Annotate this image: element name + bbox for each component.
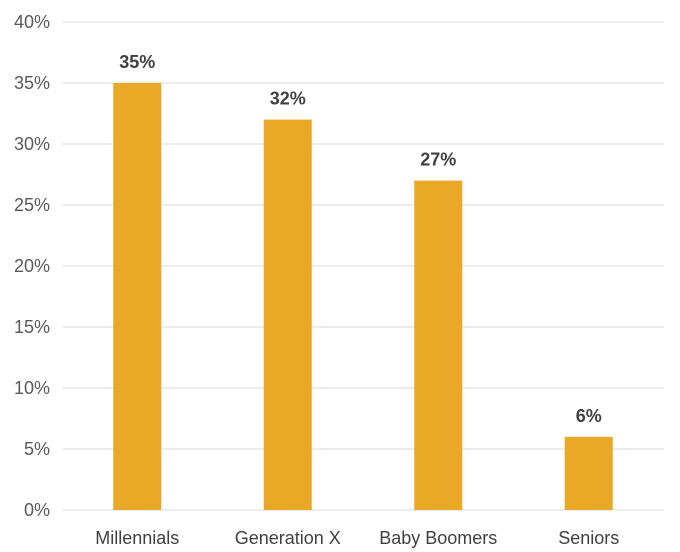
y-tick-label: 0% bbox=[24, 500, 50, 520]
data-label: 6% bbox=[576, 406, 602, 426]
bar bbox=[263, 119, 312, 510]
gridlines bbox=[62, 21, 664, 511]
data-label: 27% bbox=[420, 150, 456, 170]
data-labels: 35% 32% 27% 6% bbox=[119, 52, 602, 426]
bar bbox=[414, 180, 463, 510]
bar bbox=[564, 436, 613, 510]
bars bbox=[113, 83, 613, 510]
y-tick-label: 40% bbox=[14, 12, 50, 32]
data-label: 35% bbox=[119, 52, 155, 72]
category-label: Seniors bbox=[558, 528, 619, 548]
y-tick-label: 35% bbox=[14, 73, 50, 93]
bar bbox=[113, 83, 162, 510]
y-tick-label: 5% bbox=[24, 439, 50, 459]
y-axis-ticks: 0% 5% 10% 15% 20% 25% 30% 35% 40% bbox=[14, 12, 50, 520]
data-label: 32% bbox=[270, 89, 306, 109]
y-tick-label: 20% bbox=[14, 256, 50, 276]
category-labels: Millennials Generation X Baby Boomers Senio… bbox=[95, 528, 619, 548]
y-tick-label: 25% bbox=[14, 195, 50, 215]
category-label: Millennials bbox=[95, 528, 179, 548]
category-label: Generation X bbox=[235, 528, 341, 548]
y-tick-label: 15% bbox=[14, 317, 50, 337]
y-tick-label: 10% bbox=[14, 378, 50, 398]
category-label: Baby Boomers bbox=[379, 528, 497, 548]
y-tick-label: 30% bbox=[14, 134, 50, 154]
